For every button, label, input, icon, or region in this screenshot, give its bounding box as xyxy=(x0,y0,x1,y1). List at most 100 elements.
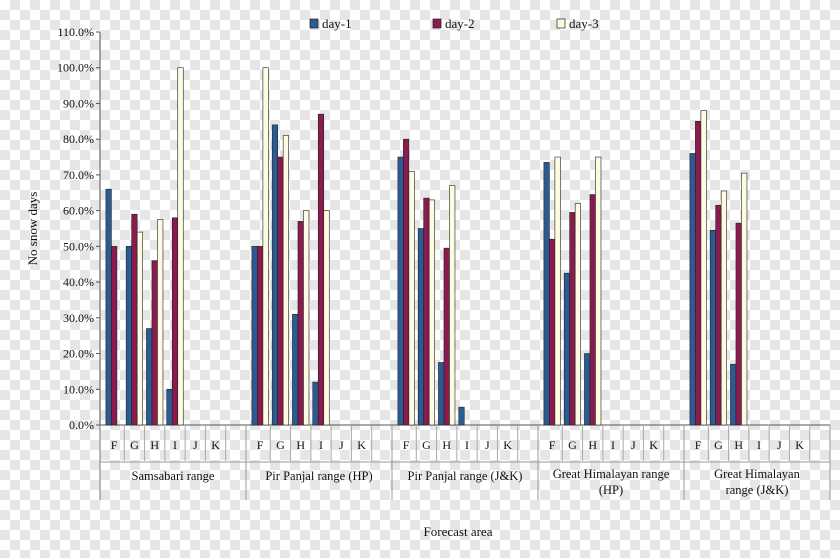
y-tick-label: 60.0% xyxy=(63,204,94,218)
legend-label-day-2: day-2 xyxy=(445,16,475,31)
bar-day-3-pir-panjal-range-hp--g xyxy=(282,135,289,426)
bar-day-2-pir-panjal-range-hp--h xyxy=(297,221,304,426)
bar-day-1-pir-panjal-range-j-k--h xyxy=(438,362,445,426)
bar-day-3-samsabari-range-i xyxy=(177,67,184,426)
bar-day-1-pir-panjal-range-hp--h xyxy=(292,313,299,426)
bar-day-2-great-himalayan-range-j-k--f xyxy=(695,121,702,426)
bar-day-2-samsabari-range-i xyxy=(171,217,179,426)
category-label: F xyxy=(257,438,264,452)
category-label: F xyxy=(549,438,556,452)
group-label: range (J&K) xyxy=(726,483,789,497)
bar-day-1-pir-panjal-range-hp--i xyxy=(312,381,319,426)
category-label: J xyxy=(631,438,636,452)
bar-day-1-great-himalayan-range-j-k--f xyxy=(689,153,696,426)
category-label: G xyxy=(568,438,577,452)
group-label: Great Himalayan range xyxy=(553,467,670,481)
category-label: H xyxy=(588,438,597,452)
bar-day-3-great-himalayan-range-j-k--g xyxy=(720,190,727,426)
y-axis-title: No snow days xyxy=(25,192,40,266)
bar-day-1-great-himalayan-range-j-k--h xyxy=(730,363,737,426)
bar-day-2-great-himalayan-range-hp--h xyxy=(589,194,596,426)
bar-day-3-great-himalayan-range-hp--f xyxy=(554,156,561,426)
bar-day-3-pir-panjal-range-hp--f xyxy=(262,67,269,426)
bar-day-1-great-himalayan-range-hp--f xyxy=(543,162,550,426)
bar-day-1-pir-panjal-range-j-k--g xyxy=(417,228,424,426)
y-tick-label: 30.0% xyxy=(63,311,94,325)
y-tick-label: 80.0% xyxy=(63,132,94,146)
category-label: H xyxy=(150,438,159,452)
bar-day-3-great-himalayan-range-hp--h xyxy=(595,156,602,426)
y-tick-label: 0.0% xyxy=(69,418,94,432)
bar-day-2-pir-panjal-range-hp--i xyxy=(317,113,325,426)
bar-day-1-great-himalayan-range-j-k--g xyxy=(709,229,716,426)
y-tick-label: 100.0% xyxy=(57,61,94,75)
bar-day-2-great-himalayan-range-hp--f xyxy=(549,238,556,426)
y-tick-label: 70.0% xyxy=(63,168,94,182)
y-tick-label: 40.0% xyxy=(63,275,94,289)
category-label: K xyxy=(649,438,658,452)
legend-swatch-day-1 xyxy=(309,18,319,29)
bar-day-1-samsabari-range-h xyxy=(146,328,153,426)
category-label: F xyxy=(695,438,702,452)
bar-day-3-pir-panjal-range-hp--h xyxy=(303,210,310,426)
category-label: I xyxy=(465,438,469,452)
bar-day-1-samsabari-range-f xyxy=(105,188,112,426)
legend-swatch-day-3 xyxy=(556,18,566,29)
bar-day-1-samsabari-range-i xyxy=(166,388,173,426)
y-tick-label: 20.0% xyxy=(63,347,94,361)
category-label: J xyxy=(485,438,490,452)
bar-day-3-samsabari-range-h xyxy=(157,219,164,426)
bar-day-2-samsabari-range-f xyxy=(111,246,118,426)
category-label: I xyxy=(173,438,177,452)
category-label: G xyxy=(130,438,139,452)
bar-day-2-great-himalayan-range-j-k--h xyxy=(735,222,742,426)
category-label: G xyxy=(714,438,723,452)
category-label: H xyxy=(442,438,451,452)
category-label: I xyxy=(319,438,323,452)
bar-day-3-pir-panjal-range-j-k--h xyxy=(449,185,456,426)
y-tick-label: 110.0% xyxy=(57,25,94,39)
bar-day-1-great-himalayan-range-hp--g xyxy=(563,272,570,426)
bar-day-2-samsabari-range-h xyxy=(151,260,158,426)
bar-day-3-pir-panjal-range-j-k--g xyxy=(428,199,435,426)
x-axis-title: Forecast area xyxy=(424,524,493,539)
bar-day-2-great-himalayan-range-hp--g xyxy=(569,212,576,426)
y-tick-label: 50.0% xyxy=(63,239,94,253)
legend-swatch-day-2 xyxy=(432,18,442,29)
bar-day-1-great-himalayan-range-hp--h xyxy=(584,353,591,426)
bar-day-3-pir-panjal-range-hp--i xyxy=(323,210,330,426)
bar-day-1-pir-panjal-range-j-k--f xyxy=(397,156,404,426)
group-label: Pir Panjal range (HP) xyxy=(265,469,372,483)
bar-day-3-great-himalayan-range-j-k--f xyxy=(700,110,707,426)
bar-day-2-great-himalayan-range-j-k--g xyxy=(715,204,722,426)
y-tick-label: 90.0% xyxy=(63,96,94,110)
bar-day-3-samsabari-range-g xyxy=(136,231,143,426)
group-label: Samsabari range xyxy=(132,469,215,483)
category-label: F xyxy=(111,438,118,452)
group-label: Pir Panjal range (J&K) xyxy=(408,469,523,483)
bar-day-1-pir-panjal-range-j-k--i xyxy=(458,406,465,426)
legend-label-day-1: day-1 xyxy=(322,16,352,31)
category-label: G xyxy=(422,438,431,452)
category-label: K xyxy=(211,438,220,452)
category-label: K xyxy=(503,438,512,452)
bar-day-2-pir-panjal-range-j-k--h xyxy=(443,247,450,426)
category-label: J xyxy=(339,438,344,452)
category-label: K xyxy=(795,438,804,452)
category-label: J xyxy=(777,438,782,452)
group-label: (HP) xyxy=(599,483,623,497)
bar-day-2-pir-panjal-range-j-k--f xyxy=(403,138,410,426)
category-label: F xyxy=(403,438,410,452)
bar-day-3-pir-panjal-range-j-k--f xyxy=(408,171,415,426)
category-label: K xyxy=(357,438,366,452)
bar-day-1-samsabari-range-g xyxy=(125,246,132,426)
bar-day-2-samsabari-range-g xyxy=(131,213,138,426)
bar-day-2-pir-panjal-range-hp--f xyxy=(257,246,264,426)
bar-day-3-great-himalayan-range-hp--g xyxy=(574,203,581,426)
bar-day-3-great-himalayan-range-j-k--h xyxy=(741,172,748,426)
legend-label-day-3: day-3 xyxy=(569,16,599,31)
group-label: Great Himalayan xyxy=(714,467,800,481)
category-label: G xyxy=(276,438,285,452)
category-label: I xyxy=(611,438,615,452)
